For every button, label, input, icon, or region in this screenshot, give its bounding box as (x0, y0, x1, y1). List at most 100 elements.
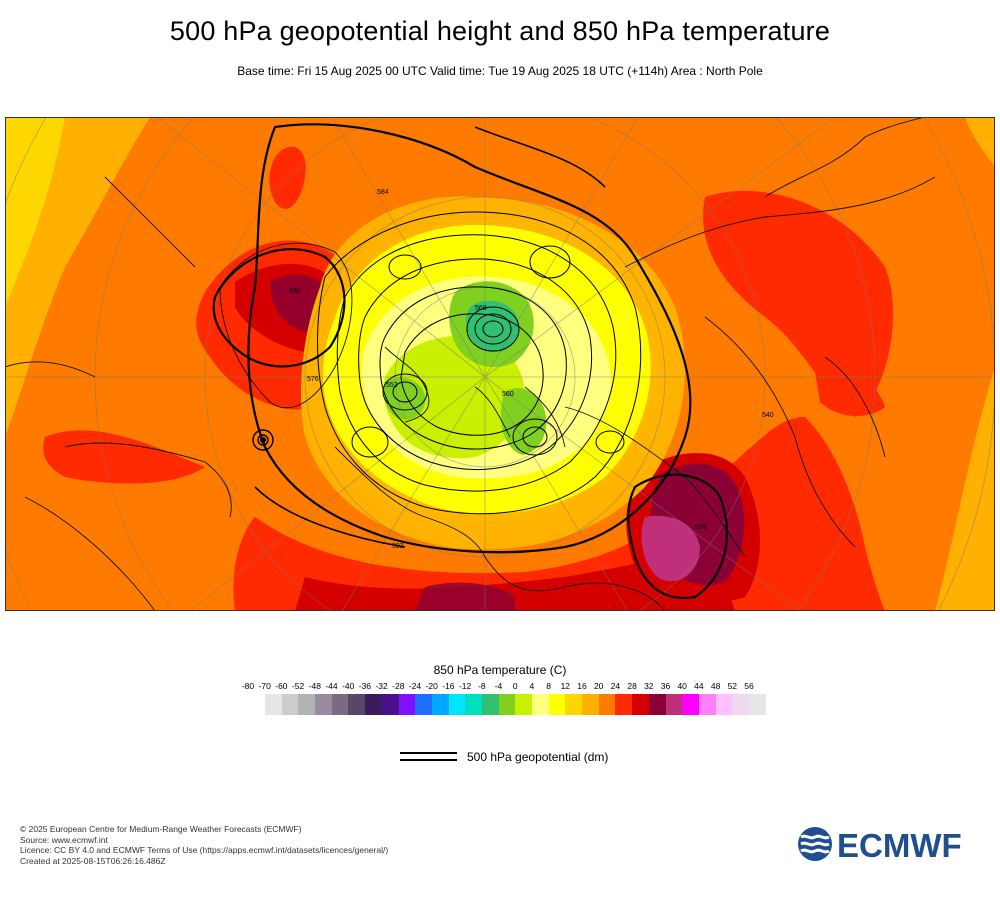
legend-tick-label: -4 (494, 681, 503, 691)
legend-tick-label: -40 (342, 681, 355, 691)
legend-tick-label: -24 (408, 681, 422, 691)
legend-tick-label: 4 (529, 681, 535, 691)
closed-low-marker (260, 437, 266, 443)
svg-text:588: 588 (289, 288, 301, 295)
svg-text:528: 528 (695, 524, 707, 531)
legend-swatch (331, 694, 349, 715)
temp-field-red-ne-patch (815, 368, 885, 417)
temp-field-warm-east (935, 367, 995, 611)
svg-text:568: 568 (475, 305, 487, 312)
legend-tick-label: -80 (241, 681, 255, 691)
legend-tick-label: 24 (610, 681, 621, 691)
legend-swatch (632, 694, 649, 715)
legend-tick-label: 40 (677, 681, 687, 691)
temp-field-red-east (703, 190, 894, 417)
legend-swatch (665, 694, 683, 715)
legend-tick-label: 44 (694, 681, 704, 691)
legend-swatch (398, 694, 416, 715)
legend-swatch (481, 694, 499, 715)
footer-copyright: © 2025 European Centre for Medium-Range … (20, 824, 302, 834)
legend-swatch (281, 694, 299, 715)
svg-text:560: 560 (502, 391, 514, 398)
legend-tick-label: -16 (442, 681, 455, 691)
ecmwf-logo: ECMWF (798, 827, 962, 862)
footer-source: Source: www.ecmwf.int (20, 834, 108, 845)
legend-tick-label: 8 (546, 681, 551, 691)
legend-tick-label: -12 (458, 681, 472, 691)
temp-field-yellow-west (5, 117, 65, 307)
svg-text:592: 592 (392, 543, 404, 550)
ecmwf-logo-text: ECMWF (837, 827, 962, 862)
legend-swatch (648, 694, 666, 715)
svg-text:540: 540 (762, 412, 774, 419)
legend-tick-label: -28 (392, 681, 405, 691)
legend-tick-label: 0 (512, 681, 518, 691)
legend-tick-label: -70 (258, 681, 271, 691)
legend-swatch (431, 694, 449, 715)
legend-tick-label: 52 (727, 681, 738, 691)
legend-tick-label: 56 (744, 681, 754, 691)
legend-tick-label: 16 (577, 681, 587, 691)
legend-swatch (448, 694, 466, 715)
graticule (5, 117, 995, 611)
legend-tick-label: -52 (291, 681, 305, 691)
legend-swatch (415, 694, 432, 715)
legend-swatch (548, 694, 566, 715)
legend-tick-label: 32 (644, 681, 654, 691)
legend-swatch (348, 694, 366, 715)
legend-swatch (298, 694, 316, 715)
svg-text:576: 576 (307, 376, 319, 383)
legend-swatch (532, 694, 549, 715)
temp-field-darkred-south (295, 547, 735, 611)
geopotential-legend-label: 500 hPa geopotential (dm) (467, 750, 609, 764)
legend-tick-label: -8 (478, 681, 486, 691)
svg-text:552: 552 (386, 382, 398, 389)
legend-tick-label: 28 (627, 681, 637, 691)
weather-map: 584 592 588 576 568 560 552 540 528 (5, 117, 995, 611)
geopotential-line-sample (400, 752, 457, 754)
temp-field-warm-ne (965, 117, 995, 167)
geopotential-contours (212, 123, 728, 600)
svg-text:584: 584 (377, 189, 389, 196)
page-title: 500 hPa geopotential height and 850 hPa … (169, 16, 831, 46)
temp-field-maroon-south (415, 582, 515, 611)
footer-credits: © 2025 European Centre for Medium-Range … (20, 824, 388, 866)
legend-swatch (381, 694, 399, 715)
legend-swatch (732, 694, 749, 715)
temp-field-red-nw (269, 146, 306, 209)
legend-swatch (465, 694, 482, 715)
legend-title: 850 hPa temperature (C) (433, 663, 567, 677)
temp-field-pink-east (641, 515, 700, 582)
geopotential-legend: 500 hPa geopotential (dm) (400, 750, 620, 764)
legend-swatch (615, 694, 633, 715)
legend-tick-label: 36 (660, 681, 671, 691)
legend-swatch (582, 694, 599, 715)
legend-swatch (682, 694, 699, 715)
legend-color-bar (265, 694, 766, 715)
legend-swatch (265, 694, 282, 715)
legend-tick-label: 48 (710, 681, 721, 691)
legend-tick-label: -32 (375, 681, 388, 691)
page-subtitle: Base time: Fri 15 Aug 2025 00 UTC Valid … (237, 64, 763, 78)
legend-swatch (365, 694, 382, 715)
legend-tick-label: -44 (325, 681, 338, 691)
legend-tick-label: -20 (425, 681, 438, 691)
legend-tick-label: 12 (560, 681, 571, 691)
map-frame (5, 117, 995, 611)
footer-created: Created at 2025-08-15T06:26:16.486Z (20, 855, 166, 866)
legend-swatch (715, 694, 733, 715)
contour-labels: 584 592 588 576 568 560 552 540 528 (289, 189, 774, 550)
legend-swatch (748, 694, 766, 715)
legend-swatch (515, 694, 532, 715)
legend-tick-label: -60 (275, 681, 288, 691)
legend-tick-label: 20 (593, 681, 604, 691)
legend-swatch (598, 694, 616, 715)
legend-tick-label: -36 (358, 681, 372, 691)
legend-ticks: -80 -70 -60 -52 -48 -44 -40 -36 -32 -28 -24 -20 -16-… (0, 681, 1000, 693)
legend-swatch (315, 694, 332, 715)
geopotential-line-sample-bold (400, 759, 457, 761)
footer-licence: Licence: CC BY 4.0 and ECMWF Terms of Us… (20, 845, 389, 855)
legend-swatch (498, 694, 516, 715)
legend-swatch (698, 694, 716, 715)
legend-swatch (565, 694, 583, 715)
